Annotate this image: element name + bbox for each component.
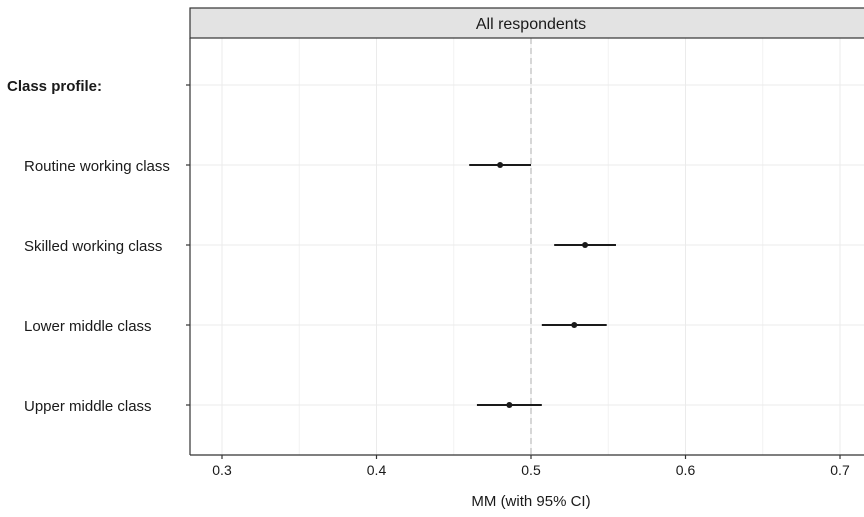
x-tick-label: 0.5 bbox=[521, 462, 541, 478]
y-tick-label: Upper middle class bbox=[24, 398, 152, 415]
group-header-label: Class profile: bbox=[7, 78, 102, 95]
x-tick-label: 0.4 bbox=[367, 462, 387, 478]
x-axis: 0.3 0.4 0.5 0.6 0.7 bbox=[212, 455, 850, 478]
point-estimate bbox=[582, 242, 589, 248]
facet-strip bbox=[189, 7, 864, 39]
x-tick-label: 0.3 bbox=[212, 462, 232, 478]
facet-strip-title: All respondents bbox=[476, 16, 586, 33]
point-estimate bbox=[506, 402, 513, 408]
y-tick-label: Skilled working class bbox=[24, 238, 162, 255]
minor-gridlines bbox=[298, 38, 764, 455]
point-estimate bbox=[497, 162, 504, 168]
y-tick-label: Lower middle class bbox=[24, 318, 152, 335]
x-axis-title: MM (with 95% CI) bbox=[471, 493, 590, 510]
x-tick-label: 0.7 bbox=[830, 462, 850, 478]
y-axis: Class profile: Routine working class Skill… bbox=[7, 78, 190, 415]
point-estimate bbox=[571, 322, 578, 328]
y-tick-label: Routine working class bbox=[24, 158, 170, 175]
x-tick-label: 0.6 bbox=[676, 462, 696, 478]
point-estimates bbox=[469, 162, 616, 408]
